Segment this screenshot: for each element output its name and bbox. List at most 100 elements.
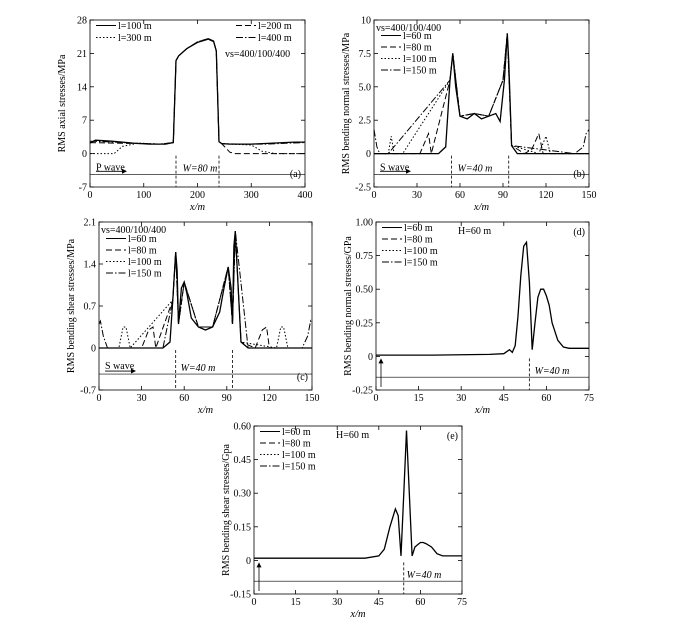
y-tick-label: 0.75 xyxy=(356,251,374,262)
x-tick-label: 30 xyxy=(137,393,147,404)
y-tick-label: 0.30 xyxy=(234,489,252,500)
y-axis-label: RMS bending normal stresses/MPa xyxy=(341,32,352,174)
x-axis-label: x/m xyxy=(473,202,490,213)
y-tick-label: -2.5 xyxy=(355,183,371,194)
y-axis-label: RMS bending shear stresses/MPa xyxy=(66,238,77,373)
x-axis-label: x/m xyxy=(474,405,491,416)
width-label: W=80 m xyxy=(183,163,218,174)
wave-label: S wave xyxy=(380,162,410,173)
x-axis-label: x/m xyxy=(349,609,366,620)
x-tick-label: 400 xyxy=(298,190,313,201)
y-tick-label: 0 xyxy=(368,352,373,363)
legend: l=60 ml=80 ml=100 ml=150 m xyxy=(260,427,316,473)
x-tick-label: 90 xyxy=(498,190,508,201)
x-tick-label: 120 xyxy=(262,393,277,404)
legend-label-2: l=80 m xyxy=(403,43,432,54)
x-tick-label: 75 xyxy=(584,393,594,404)
up-arrow-head xyxy=(378,358,384,364)
x-tick-label: 45 xyxy=(499,393,509,404)
y-tick-label: 0.7 xyxy=(84,302,97,313)
legend-label-2: l=80 m xyxy=(404,235,433,246)
y-tick-label: -0.25 xyxy=(352,386,373,397)
plot-frame xyxy=(253,425,463,595)
x-tick-label: 300 xyxy=(244,190,259,201)
legend-label-3: l=300 m xyxy=(118,33,152,44)
y-tick-label: 28 xyxy=(77,16,87,27)
series-line-3 xyxy=(374,33,589,155)
series-line-4 xyxy=(89,38,306,145)
annotation: vs=400/100/400 xyxy=(376,23,441,34)
annotation: vs=400/100/400 xyxy=(101,225,166,236)
legend-label-1: l=60 m xyxy=(403,31,432,42)
x-tick-label: 60 xyxy=(541,393,551,404)
x-axis-label: x/m xyxy=(197,405,214,416)
legend-label-2: l=200 m xyxy=(258,21,292,32)
legend-label-3: l=100 m xyxy=(404,246,438,257)
x-tick-label: 75 xyxy=(457,597,467,608)
y-tick-label: 0 xyxy=(91,344,96,355)
y-axis-label: RMS bending normal stresses/GPa xyxy=(343,236,354,376)
annotation: H=60 m xyxy=(336,430,369,441)
legend-label-3: l=100 m xyxy=(282,450,316,461)
legend-label-4: l=150 m xyxy=(282,462,316,473)
legend-label-2: l=80 m xyxy=(282,439,311,450)
y-tick-label: -7 xyxy=(79,183,87,194)
panel-label: (c) xyxy=(297,372,308,383)
y-tick-label: 14 xyxy=(77,82,87,93)
y-tick-label: -0.15 xyxy=(230,590,251,601)
x-tick-label: 0 xyxy=(88,190,93,201)
x-tick-label: 30 xyxy=(456,393,466,404)
series-line-2 xyxy=(89,38,305,155)
legend-label-1: l=60 m xyxy=(404,223,433,234)
series-line-1 xyxy=(376,240,589,356)
x-tick-label: 45 xyxy=(374,597,384,608)
legend-label-4: l=150 m xyxy=(404,258,438,269)
width-label: W=40 m xyxy=(458,163,493,174)
x-tick-label: 30 xyxy=(412,190,422,201)
wave-arrow-head xyxy=(406,168,411,174)
panel-label: (b) xyxy=(573,169,585,180)
x-tick-label: 90 xyxy=(222,393,232,404)
annotation: H=60 m xyxy=(458,226,491,237)
x-tick-label: 0 xyxy=(97,393,102,404)
series-line-4 xyxy=(373,33,590,155)
x-tick-label: 15 xyxy=(414,393,424,404)
legend-label-4: l=150 m xyxy=(403,66,437,77)
width-label: W=40 m xyxy=(535,366,570,377)
x-tick-label: 200 xyxy=(190,190,205,201)
legend-label-2: l=80 m xyxy=(128,246,157,257)
x-tick-label: 150 xyxy=(582,190,597,201)
x-tick-label: 150 xyxy=(305,393,320,404)
annotation: vs=400/100/400 xyxy=(225,49,290,60)
legend-label-4: l=400 m xyxy=(258,33,292,44)
x-axis-label: x/m xyxy=(189,202,206,213)
wave-arrow-head xyxy=(122,168,127,174)
x-tick-label: 0 xyxy=(372,190,377,201)
wave-label: S wave xyxy=(105,361,135,372)
legend-label-3: l=100 m xyxy=(128,257,162,268)
y-tick-label: 0 xyxy=(82,149,87,160)
plot-frame xyxy=(373,19,590,188)
x-tick-label: 0 xyxy=(374,393,379,404)
y-tick-label: 0.50 xyxy=(356,285,374,296)
x-tick-label: 100 xyxy=(136,190,151,201)
x-tick-label: 0 xyxy=(252,597,257,608)
y-tick-label: 0 xyxy=(246,556,251,567)
wave-label: P wave xyxy=(96,162,125,173)
legend-label-1: l=60 m xyxy=(282,427,311,438)
y-tick-label: 1.00 xyxy=(356,218,374,229)
panel-label: (e) xyxy=(447,431,458,442)
y-tick-label: 1.4 xyxy=(84,260,97,271)
x-tick-label: 60 xyxy=(179,393,189,404)
up-arrow-head xyxy=(256,562,262,568)
legend-label-1: l=100 m xyxy=(118,21,152,32)
y-tick-label: 10 xyxy=(361,16,371,27)
legend: l=60 ml=80 ml=100 ml=150 m xyxy=(382,223,438,269)
series-line-1 xyxy=(254,430,462,559)
y-axis-label: RMS bending shear stresses/Gpa xyxy=(221,443,232,575)
legend-label-1: l=60 m xyxy=(128,234,157,245)
y-tick-label: 7 xyxy=(82,116,87,127)
